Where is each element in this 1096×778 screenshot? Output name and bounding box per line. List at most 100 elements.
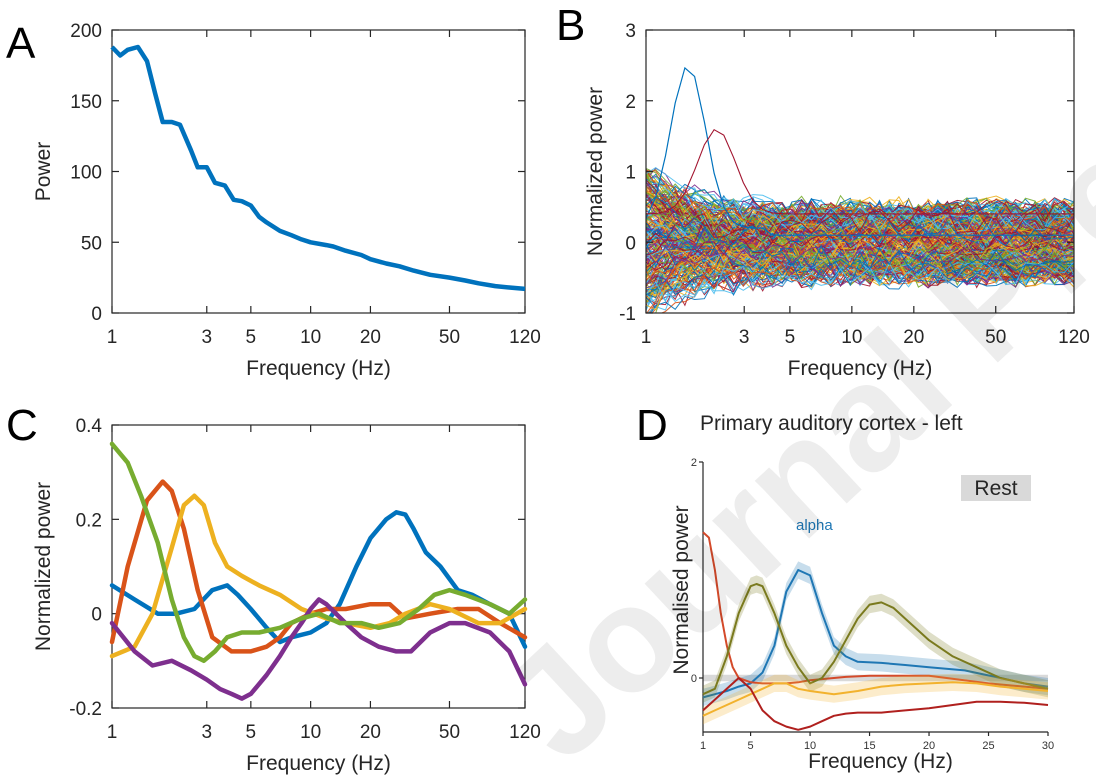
x-tick-label: 120 (509, 327, 541, 348)
y-tick-label: -0.2 (69, 699, 102, 720)
x-tick-label: 20 (360, 327, 381, 348)
watermark: Journal Pre-proof (471, 0, 1096, 778)
x-tick-label: 15 (863, 740, 875, 752)
spectrum-line (702, 583, 1049, 696)
spectrum-line (702, 681, 1049, 717)
spectrum-trace (646, 208, 1074, 256)
x-tick-label: 5 (748, 740, 754, 752)
spectrum-trace (646, 261, 1074, 291)
x-tick-label: 1 (641, 327, 652, 348)
y-tick-label: 200 (70, 21, 102, 42)
panel-c: C 1 3 5 10 20 50 120 -0.2 0 0.2 0.4 Frequency (Hz) No… (6, 401, 541, 775)
chart-title: Primary auditory cortex - left (700, 412, 963, 435)
panel-letter: D (636, 401, 668, 450)
spectrum-trace (646, 211, 1074, 269)
spectrum-trace (646, 184, 1074, 229)
confidence-band (703, 575, 1048, 703)
y-tick-label: 2 (625, 92, 636, 113)
spectrum-line (702, 677, 1049, 731)
x-axis-label: Frequency (Hz) (808, 750, 953, 773)
x-tick-label: 20 (903, 327, 924, 348)
x-tick-label: 20 (360, 722, 381, 743)
spectrum-trace (646, 239, 1074, 267)
x-axis-label: Frequency (Hz) (788, 357, 933, 380)
panel-b: B 1 3 5 10 20 50 120 -1 0 1 2 3 Frequency (Hz) Normali… (556, 1, 1090, 380)
spectrum-trace (646, 66, 1074, 236)
spectrum-line (702, 569, 1049, 699)
x-tick-label: 25 (982, 740, 994, 752)
x-tick-label: 3 (739, 327, 750, 348)
x-tick-label: 1 (107, 327, 118, 348)
spectrum-trace (646, 196, 1074, 275)
x-tick-label: 10 (804, 740, 816, 752)
panel-a: A 1 3 5 10 20 50 120 0 50 100 150 200 Frequency (Hz) P… (6, 19, 541, 380)
x-tick-label: 120 (1058, 327, 1090, 348)
x-tick-label: 5 (246, 327, 257, 348)
spectrum-trace (646, 183, 1074, 247)
x-tick-label: 30 (1042, 740, 1054, 752)
x-tick-label: 5 (785, 327, 796, 348)
power-spectrum-line (110, 44, 526, 292)
legend-box (961, 475, 1031, 501)
x-tick-label: 50 (439, 327, 460, 348)
spectrum-trace (646, 189, 1074, 254)
spectrum-trace (646, 166, 1074, 235)
zero-band (703, 674, 1048, 682)
x-tick-label: 3 (201, 327, 212, 348)
spectrum-trace (646, 234, 1074, 269)
panel-letter: C (6, 401, 38, 450)
y-tick-label: 0.2 (76, 510, 102, 531)
x-tick-label: 20 (923, 740, 935, 752)
spectrum-trace (646, 207, 1074, 235)
y-tick-label: 100 (70, 163, 102, 184)
spectrum-trace (646, 242, 1074, 279)
spectrum-trace (646, 220, 1074, 250)
spectrum-trace (646, 199, 1074, 246)
y-tick-label: -1 (619, 304, 636, 325)
y-tick-label: 3 (625, 21, 636, 42)
x-tick-label: 1 (107, 722, 118, 743)
y-tick-label: 0 (625, 233, 636, 254)
x-tick-label: 1 (700, 740, 706, 752)
y-tick-label: 50 (81, 233, 102, 254)
component-line (109, 441, 528, 664)
axes-box (111, 29, 526, 314)
y-tick-label: 0.4 (76, 416, 103, 437)
y-axis-label: Normalised power (670, 505, 693, 674)
spectrum-trace (646, 182, 1074, 264)
y-axis-label: Power (32, 142, 55, 202)
x-tick-label: 50 (985, 327, 1006, 348)
component-line (109, 479, 528, 654)
spectrum-trace (646, 261, 1074, 302)
legend-label: Rest (974, 477, 1017, 500)
y-tick-label: 2 (691, 457, 697, 469)
x-tick-label: 10 (841, 327, 862, 348)
trace-group (646, 66, 1074, 313)
x-tick-label: 3 (201, 722, 212, 743)
panel-letter: B (556, 1, 585, 50)
x-tick-label: 50 (439, 722, 460, 743)
y-tick-label: 0 (91, 304, 102, 325)
panel-letter: A (6, 19, 36, 68)
y-tick-label: 0 (691, 673, 697, 685)
y-tick-label: 0 (91, 605, 102, 626)
confidence-band (703, 673, 1048, 725)
component-line (109, 493, 528, 659)
x-tick-label: 120 (509, 722, 541, 743)
y-tick-label: 1 (625, 163, 636, 184)
spectrum-trace (646, 216, 1074, 289)
spectrum-trace (646, 128, 1074, 215)
x-tick-label: 10 (300, 722, 321, 743)
spectrum-trace (646, 219, 1074, 265)
x-tick-label: 5 (246, 722, 257, 743)
spectrum-trace (646, 217, 1074, 288)
y-axis-label: Normalized power (584, 87, 607, 256)
spectrum-trace (646, 260, 1074, 295)
alpha-annotation: alpha (796, 517, 833, 534)
x-axis-label: Frequency (Hz) (246, 752, 391, 775)
axes-box (111, 424, 526, 709)
y-tick-label: 150 (70, 92, 102, 113)
x-axis-label: Frequency (Hz) (246, 357, 391, 380)
